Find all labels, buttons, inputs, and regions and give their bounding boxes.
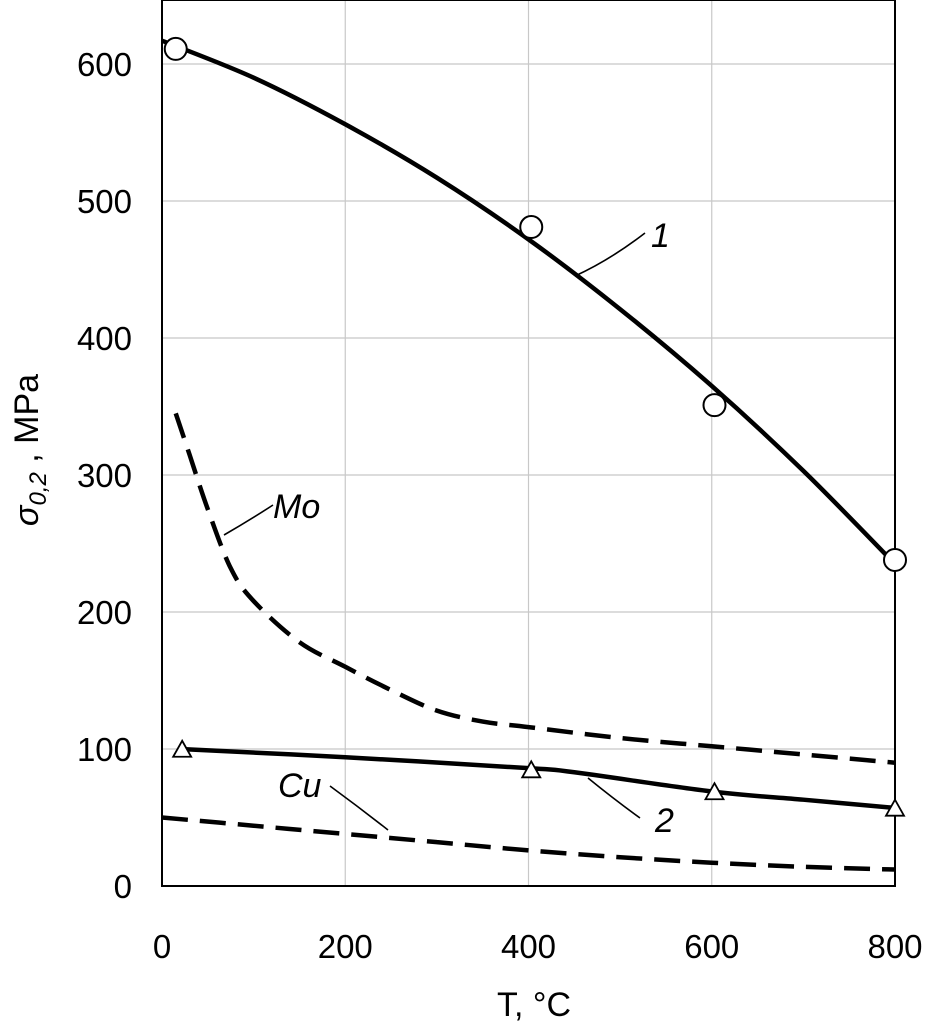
x-tick-label: 400 [501,928,556,965]
series-label-cu: Cu [278,767,322,805]
x-tick-label: 200 [318,928,373,965]
series-2-marker [171,738,193,758]
series-label-2: 2 [654,802,674,840]
series-1-marker [702,393,727,418]
series-1-leader [574,232,646,277]
marker-layer [163,36,907,817]
y-axis-label-group: σ0,2 , MPa [8,374,52,526]
x-tick-label: 600 [684,928,739,965]
series-label-mo: Mo [273,488,320,526]
y-tick-label: 200 [77,594,132,631]
series-2-marker [520,759,542,779]
series-1-marker [519,215,544,240]
series-2-leader [587,777,641,819]
series-2-line [180,746,896,811]
series-1-marker [163,36,188,61]
grid [162,0,895,886]
y-tick-label: 300 [77,457,132,494]
x-tick-label: 800 [867,928,922,965]
series-layer [161,38,897,872]
x-axis-label: T, °C [497,986,571,1024]
series-1-line [161,38,897,566]
y-axis-label-subscript: 0,2 [25,472,52,505]
y-tick-label: 600 [77,46,132,83]
series-1-marker [883,547,907,572]
y-axis-label-unit: , MPa [8,374,46,472]
y-axis-label-symbol: σ [8,504,46,526]
x-tick-label: 0 [153,928,171,965]
y-tick-label: 0 [114,868,132,905]
y-tick-label: 100 [77,731,132,768]
series-cu-leader [329,785,389,831]
series-2-marker [884,797,906,817]
y-tick-label: 400 [77,320,132,357]
label-leaders [223,232,646,831]
tick-labels: 0 200 400 600 800 0 100 200 300 400 500 600 [77,46,923,965]
y-axis-label: σ0,2 , MPa [8,374,52,526]
series-mo-line [173,412,896,765]
plot-area [161,0,896,887]
y-tick-label: 500 [77,183,132,220]
series-cu-line [161,815,896,872]
series-2-marker [703,781,726,801]
series-mo-leader [223,504,274,536]
series-label-1: 1 [651,217,670,255]
